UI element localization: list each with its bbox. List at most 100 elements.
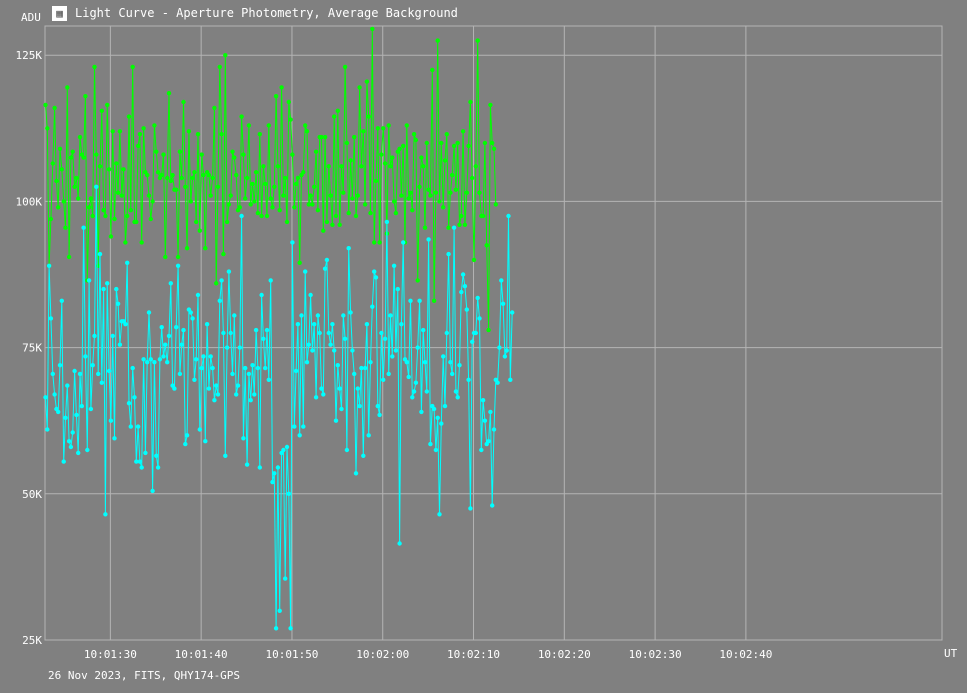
- data-point: [74, 175, 79, 181]
- data-point: [373, 178, 379, 184]
- data-point: [226, 202, 232, 207]
- data-point: [455, 395, 460, 400]
- data-point: [397, 541, 402, 546]
- data-point: [399, 193, 404, 198]
- data-point: [288, 117, 293, 122]
- data-point: [59, 167, 64, 172]
- data-point: [295, 175, 301, 181]
- data-point: [413, 137, 419, 143]
- data-point: [72, 184, 77, 189]
- data-point: [361, 129, 366, 134]
- data-point: [335, 363, 340, 368]
- data-point: [382, 161, 388, 166]
- data-point: [368, 210, 373, 216]
- data-point: [435, 38, 440, 43]
- data-point: [322, 134, 328, 140]
- data-point: [480, 213, 486, 219]
- data-point: [45, 427, 50, 432]
- data-point: [177, 149, 183, 154]
- data-point: [214, 383, 219, 388]
- data-point: [179, 342, 184, 347]
- data-point: [439, 140, 444, 146]
- data-point: [174, 325, 179, 330]
- data-point: [117, 342, 123, 347]
- data-point: [417, 298, 422, 303]
- data-point: [94, 152, 99, 157]
- data-point: [477, 190, 482, 195]
- data-point: [419, 409, 424, 415]
- data-point: [390, 354, 395, 359]
- data-point: [228, 193, 233, 198]
- chart-app-icon[interactable]: ▦: [52, 5, 67, 21]
- data-point: [372, 240, 377, 245]
- data-point: [437, 199, 442, 204]
- data-point: [273, 94, 279, 99]
- data-point: [272, 471, 277, 476]
- data-point: [488, 409, 493, 415]
- data-point: [61, 459, 66, 464]
- data-point: [330, 322, 335, 327]
- data-point: [90, 363, 95, 368]
- data-point: [470, 175, 475, 181]
- data-point: [253, 170, 259, 175]
- data-point: [451, 143, 457, 149]
- data-point: [61, 199, 66, 204]
- data-point: [482, 140, 488, 146]
- data-point: [337, 222, 342, 227]
- series-layer: [43, 26, 515, 631]
- window-title: ▦ Light Curve - Aperture Photometry, Ave…: [52, 4, 458, 22]
- data-point: [253, 327, 259, 333]
- data-point: [455, 140, 460, 146]
- data-point: [76, 450, 81, 456]
- data-point: [163, 254, 168, 260]
- data-point: [97, 251, 103, 257]
- data-point: [192, 170, 197, 175]
- data-point: [195, 132, 201, 137]
- data-point: [241, 436, 246, 441]
- data-point: [321, 392, 326, 397]
- data-point: [114, 286, 119, 292]
- data-point: [94, 184, 99, 189]
- data-point: [324, 257, 330, 263]
- data-point: [281, 447, 286, 453]
- data-point: [457, 363, 462, 368]
- data-point: [428, 193, 433, 198]
- data-point: [63, 415, 68, 420]
- data-point: [284, 219, 290, 225]
- data-point: [119, 193, 125, 198]
- data-point: [308, 193, 313, 198]
- data-point: [181, 99, 186, 105]
- data-point: [108, 234, 114, 239]
- data-point: [224, 219, 230, 225]
- data-point: [419, 155, 424, 160]
- data-point: [141, 357, 146, 362]
- data-point: [384, 219, 390, 225]
- data-point: [480, 398, 486, 403]
- data-point: [459, 213, 464, 219]
- data-point: [411, 132, 417, 137]
- data-point: [391, 263, 397, 268]
- data-point: [137, 459, 143, 464]
- data-point: [56, 205, 61, 210]
- data-point: [215, 392, 221, 397]
- data-point: [366, 433, 371, 438]
- data-point: [308, 292, 313, 298]
- data-point: [212, 105, 217, 111]
- data-point: [246, 123, 252, 128]
- data-point: [79, 403, 85, 409]
- data-point: [355, 386, 360, 391]
- data-point: [275, 465, 281, 470]
- data-point: [448, 360, 453, 365]
- data-point: [406, 374, 411, 380]
- data-point: [66, 254, 72, 260]
- data-point: [139, 465, 144, 470]
- data-point: [475, 38, 480, 43]
- data-point: [375, 126, 380, 131]
- data-point: [201, 354, 206, 359]
- data-point: [283, 175, 288, 181]
- data-point: [86, 205, 92, 210]
- data-point: [201, 172, 206, 178]
- data-point: [342, 64, 348, 70]
- data-point: [68, 155, 74, 160]
- data-point: [206, 386, 212, 391]
